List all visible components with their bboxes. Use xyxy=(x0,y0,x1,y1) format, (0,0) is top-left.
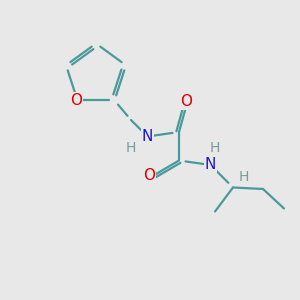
Text: H: H xyxy=(238,170,249,184)
Text: H: H xyxy=(210,141,220,154)
Text: N: N xyxy=(142,129,153,144)
Text: O: O xyxy=(70,93,82,108)
Text: O: O xyxy=(143,168,155,183)
Text: H: H xyxy=(126,142,136,155)
Text: O: O xyxy=(181,94,193,109)
Text: N: N xyxy=(205,158,216,172)
